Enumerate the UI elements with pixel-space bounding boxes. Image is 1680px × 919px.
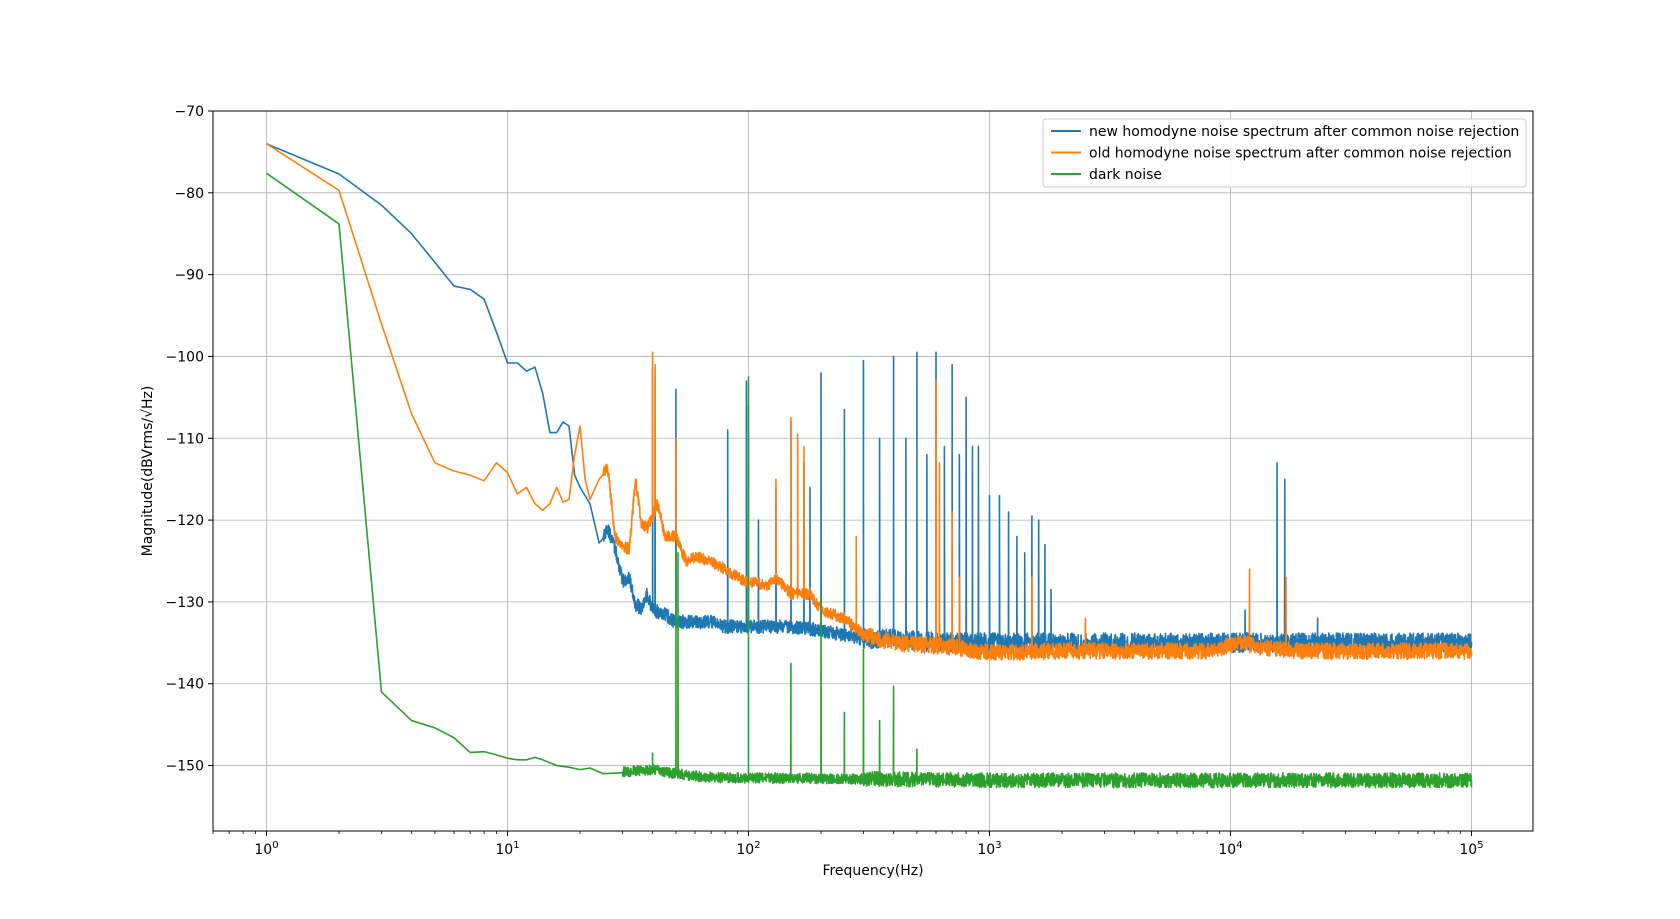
y-axis-label: Magnitude(dBVrms/√Hz): [140, 386, 156, 557]
y-tick-label: −140: [166, 677, 204, 693]
y-tick-label: −90: [174, 268, 204, 284]
y-tick-label: −100: [166, 349, 204, 365]
grid-lines: [213, 110, 1533, 831]
legend-box: [1042, 118, 1527, 188]
series-line-2: [266, 143, 1473, 661]
x-tick-label: 105: [1459, 840, 1483, 858]
legend-label: dark noise: [1089, 167, 1162, 183]
x-tick-label: 103: [977, 840, 1001, 858]
y-tick-label: −130: [166, 595, 204, 611]
y-tick-label: −80: [174, 186, 204, 202]
y-tick-label: −110: [166, 431, 204, 447]
x-axis-label: Frequency(Hz): [822, 863, 923, 879]
y-tick-label: −120: [166, 513, 204, 529]
y-tick-label: −150: [166, 759, 204, 775]
x-tick-label: 104: [1218, 840, 1242, 858]
plot-frame: [212, 110, 1534, 832]
y-tick-label: −70: [174, 104, 204, 120]
series-line-3: [266, 172, 1473, 789]
series-lines: [266, 142, 1473, 789]
legend-label: old homodyne noise spectrum after common…: [1089, 146, 1512, 162]
x-tick-label: 101: [495, 840, 519, 858]
series-line-1: [266, 142, 1473, 654]
x-tick-label: 102: [736, 840, 760, 858]
legend: new homodyne noise spectrum after common…: [1042, 118, 1527, 188]
x-tick-label: 100: [254, 840, 278, 858]
axis-ticks: 100 101 102 103 104 105 −70 −80 −90 −100 −110 −120 −…: [166, 104, 1484, 858]
legend-label: new homodyne noise spectrum after common…: [1089, 124, 1519, 140]
